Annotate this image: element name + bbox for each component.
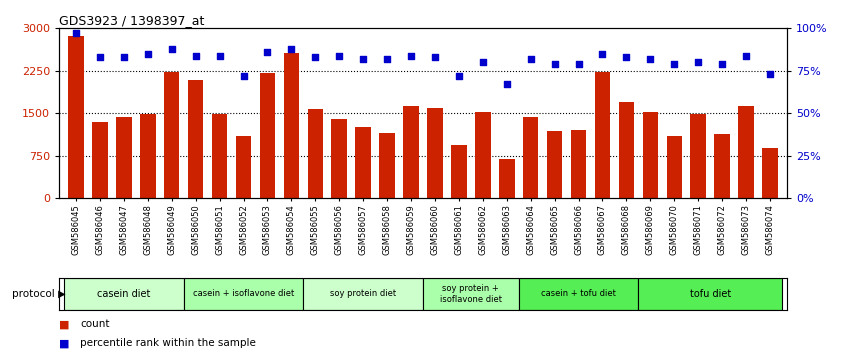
Bar: [595, 73, 610, 198]
Bar: [379, 133, 395, 198]
Text: protocol: protocol: [12, 289, 55, 299]
Point: [165, 46, 179, 52]
Point: [644, 56, 657, 62]
Bar: [519, 278, 639, 310]
Bar: [404, 107, 419, 198]
Bar: [643, 112, 658, 198]
Bar: [547, 131, 563, 198]
Point: [356, 56, 370, 62]
Bar: [690, 114, 706, 198]
Point: [309, 55, 322, 60]
Bar: [639, 278, 782, 310]
Bar: [427, 108, 442, 198]
Point: [189, 53, 202, 58]
Bar: [283, 53, 299, 198]
Text: tofu diet: tofu diet: [689, 289, 731, 299]
Bar: [451, 145, 467, 198]
Bar: [618, 102, 634, 198]
Bar: [64, 278, 184, 310]
Point: [548, 61, 562, 67]
Bar: [236, 136, 251, 198]
Point: [237, 73, 250, 79]
Point: [619, 55, 633, 60]
Point: [332, 53, 346, 58]
Point: [117, 55, 130, 60]
Bar: [739, 107, 754, 198]
Bar: [184, 278, 304, 310]
Point: [284, 46, 298, 52]
Bar: [116, 117, 132, 198]
Text: soy protein diet: soy protein diet: [330, 289, 396, 298]
Point: [716, 61, 729, 67]
Text: GDS3923 / 1398397_at: GDS3923 / 1398397_at: [59, 14, 205, 27]
Point: [596, 51, 609, 57]
Bar: [332, 119, 347, 198]
Bar: [499, 159, 514, 198]
Point: [381, 56, 394, 62]
Point: [667, 61, 681, 67]
Text: ■: ■: [59, 338, 69, 348]
Text: count: count: [80, 319, 110, 329]
Point: [763, 72, 777, 77]
Point: [500, 81, 514, 87]
Bar: [762, 148, 777, 198]
Point: [141, 51, 155, 57]
Bar: [667, 136, 682, 198]
Bar: [212, 114, 228, 198]
Text: percentile rank within the sample: percentile rank within the sample: [80, 338, 256, 348]
Point: [213, 53, 227, 58]
Point: [572, 61, 585, 67]
Bar: [260, 73, 275, 198]
Bar: [140, 114, 156, 198]
Bar: [92, 122, 107, 198]
Bar: [355, 127, 371, 198]
Bar: [304, 278, 423, 310]
Point: [93, 55, 107, 60]
Point: [524, 56, 537, 62]
Point: [691, 59, 705, 65]
Bar: [164, 72, 179, 198]
Point: [261, 49, 274, 55]
Bar: [571, 130, 586, 198]
Text: casein diet: casein diet: [97, 289, 151, 299]
Bar: [523, 117, 538, 198]
Point: [428, 55, 442, 60]
Bar: [423, 278, 519, 310]
Point: [739, 53, 753, 58]
Text: casein + isoflavone diet: casein + isoflavone diet: [193, 289, 294, 298]
Bar: [308, 109, 323, 198]
Point: [404, 53, 418, 58]
Text: soy protein +
isoflavone diet: soy protein + isoflavone diet: [440, 284, 502, 303]
Point: [69, 30, 83, 36]
Text: ▶: ▶: [55, 289, 66, 299]
Bar: [69, 36, 84, 198]
Bar: [475, 112, 491, 198]
Text: ■: ■: [59, 319, 69, 329]
Point: [452, 73, 465, 79]
Bar: [714, 134, 730, 198]
Text: casein + tofu diet: casein + tofu diet: [541, 289, 616, 298]
Bar: [188, 80, 203, 198]
Point: [476, 59, 490, 65]
